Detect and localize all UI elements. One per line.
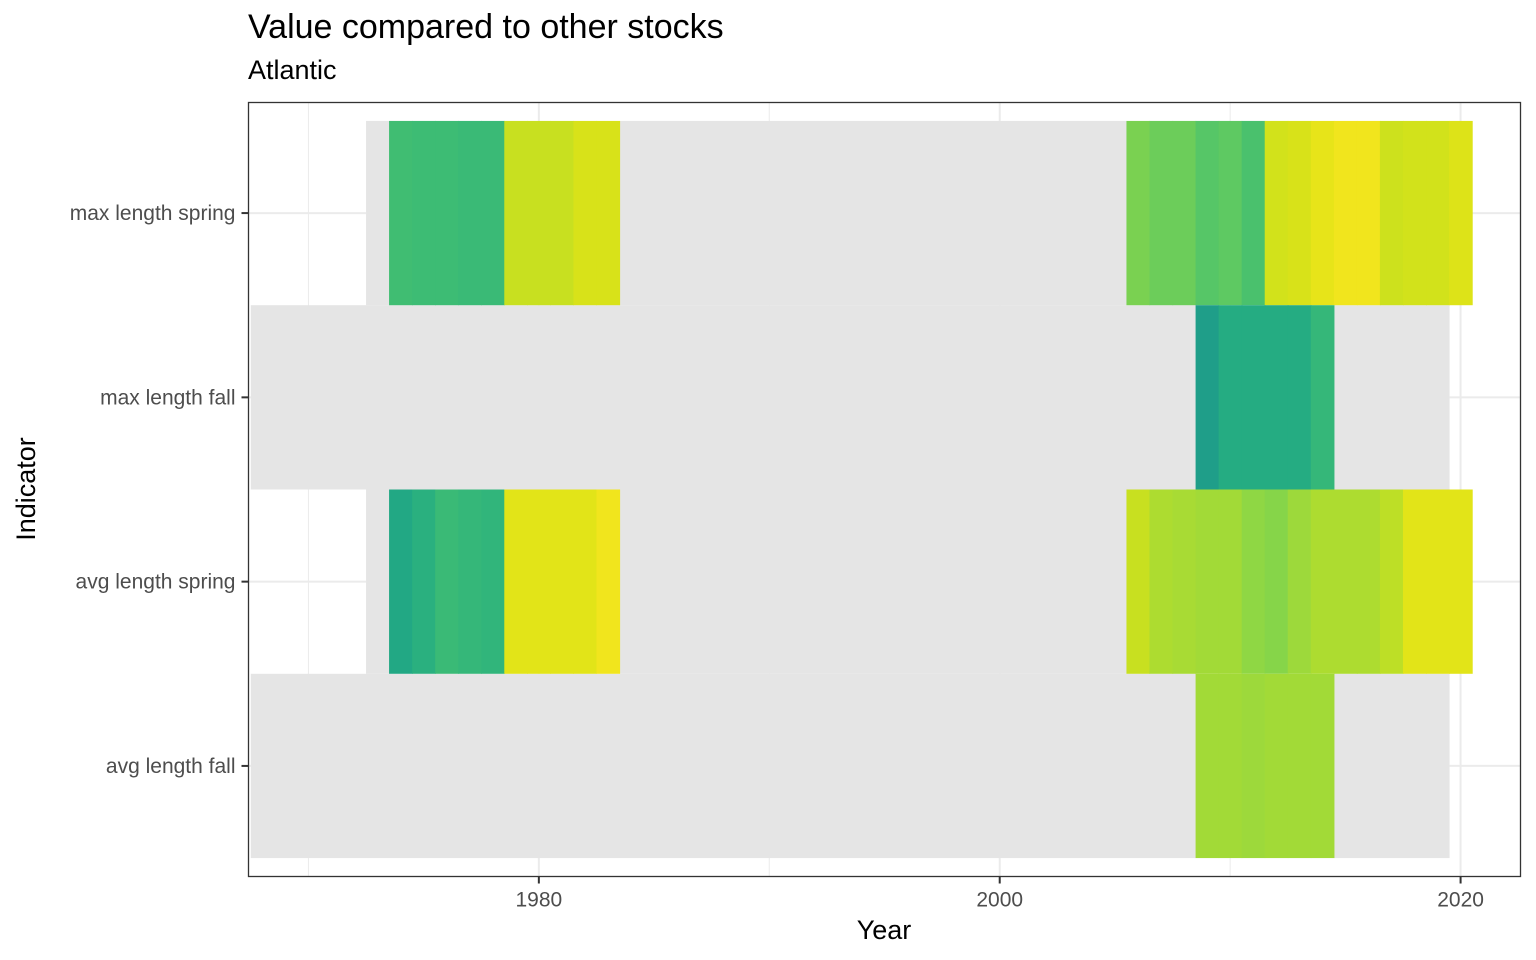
missing-tile bbox=[619, 489, 1127, 674]
heatmap-cell bbox=[481, 489, 505, 674]
heatmap-cell bbox=[1172, 489, 1197, 674]
x-axis-title: Year bbox=[857, 915, 912, 945]
heatmap-cells bbox=[389, 120, 1473, 859]
heatmap-cell bbox=[1149, 120, 1174, 306]
heatmap-cell bbox=[1287, 120, 1312, 306]
heatmap-cell bbox=[1264, 305, 1289, 490]
heatmap-cell bbox=[596, 489, 621, 674]
heatmap-cell bbox=[1126, 120, 1151, 306]
heatmap-cell bbox=[412, 120, 436, 306]
heatmap-cell bbox=[1310, 673, 1335, 859]
heatmap-cell bbox=[1218, 673, 1243, 859]
heatmap-cell bbox=[573, 489, 598, 674]
heatmap-cell bbox=[389, 489, 413, 674]
heatmap-cell bbox=[1379, 120, 1404, 306]
missing-tile bbox=[1333, 673, 1450, 859]
y-tick-label: max length spring bbox=[70, 202, 236, 225]
heatmap-cell bbox=[1379, 489, 1404, 674]
heatmap-cell bbox=[1149, 489, 1174, 674]
axes: 1980 2000 2020 max length spring max length … bbox=[70, 202, 1484, 911]
heatmap-cell bbox=[1264, 489, 1289, 674]
y-tick-label: avg length spring bbox=[76, 571, 236, 594]
heatmap-cell bbox=[1356, 120, 1381, 306]
heatmap-cell bbox=[1449, 120, 1473, 306]
missing-tile bbox=[250, 673, 1197, 859]
y-axis-title: Indicator bbox=[11, 437, 41, 541]
missing-tile bbox=[250, 305, 1197, 490]
heatmap-cell bbox=[527, 120, 551, 306]
heatmap-cell bbox=[527, 489, 551, 674]
heatmap-cell bbox=[435, 120, 459, 306]
heatmap-cell bbox=[1195, 489, 1220, 674]
heatmap-cell bbox=[1333, 120, 1358, 306]
heatmap-cell bbox=[1218, 305, 1243, 490]
missing-tile bbox=[619, 120, 1127, 306]
chart-title: Value compared to other stocks bbox=[248, 8, 724, 46]
heatmap-cell bbox=[1310, 305, 1335, 490]
heatmap-cell bbox=[1195, 305, 1220, 490]
heatmap-cell bbox=[1333, 489, 1358, 674]
heatmap-cell bbox=[1195, 120, 1220, 306]
heatmap-cell bbox=[1287, 305, 1312, 490]
y-tick-label: avg length fall bbox=[106, 755, 236, 778]
heatmap-cell bbox=[1287, 673, 1312, 859]
missing-tile bbox=[1333, 305, 1450, 490]
chart-subtitle: Atlantic bbox=[248, 55, 337, 85]
x-tick-label: 1980 bbox=[515, 889, 562, 912]
heatmap-cell bbox=[504, 120, 528, 306]
heatmap-cell bbox=[1310, 120, 1335, 306]
heatmap-cell bbox=[1195, 673, 1220, 859]
heatmap-cell bbox=[550, 489, 575, 674]
heatmap-cell bbox=[1449, 489, 1473, 674]
heatmap-cell bbox=[1356, 489, 1381, 674]
heatmap-cell bbox=[458, 120, 482, 306]
missing-data-tiles bbox=[250, 120, 1450, 859]
heatmap-cell bbox=[573, 120, 598, 306]
heatmap-cell bbox=[1241, 673, 1266, 859]
heatmap-cell bbox=[389, 120, 413, 306]
heatmap-cell bbox=[412, 489, 436, 674]
x-tick-label: 2020 bbox=[1437, 889, 1484, 912]
heatmap-cell bbox=[458, 489, 482, 674]
heatmap-cell bbox=[1264, 120, 1289, 306]
heatmap-cell bbox=[1402, 489, 1427, 674]
heatmap-cell bbox=[550, 120, 575, 306]
heatmap-cell bbox=[1126, 489, 1151, 674]
missing-tile bbox=[366, 489, 390, 674]
heatmap-cell bbox=[435, 489, 459, 674]
heatmap-cell bbox=[1241, 489, 1266, 674]
heatmap-cell bbox=[1426, 489, 1450, 674]
heatmap-cell bbox=[1172, 120, 1197, 306]
heatmap-cell bbox=[481, 120, 505, 306]
heatmap-cell bbox=[1310, 489, 1335, 674]
heatmap-cell bbox=[1402, 120, 1427, 306]
heatmap-cell bbox=[1241, 120, 1266, 306]
heatmap-cell bbox=[1287, 489, 1312, 674]
heatmap-cell bbox=[504, 489, 528, 674]
heatmap-cell bbox=[1241, 305, 1266, 490]
heatmap-cell bbox=[1218, 120, 1243, 306]
heatmap-cell bbox=[596, 120, 621, 306]
heatmap-cell bbox=[1218, 489, 1243, 674]
y-tick-label: max length fall bbox=[100, 386, 235, 409]
missing-tile bbox=[366, 120, 390, 306]
x-tick-label: 2000 bbox=[976, 889, 1023, 912]
plot-panel-border bbox=[247, 101, 1522, 878]
heatmap-cell bbox=[1264, 673, 1289, 859]
heatmap-cell bbox=[1426, 120, 1450, 306]
